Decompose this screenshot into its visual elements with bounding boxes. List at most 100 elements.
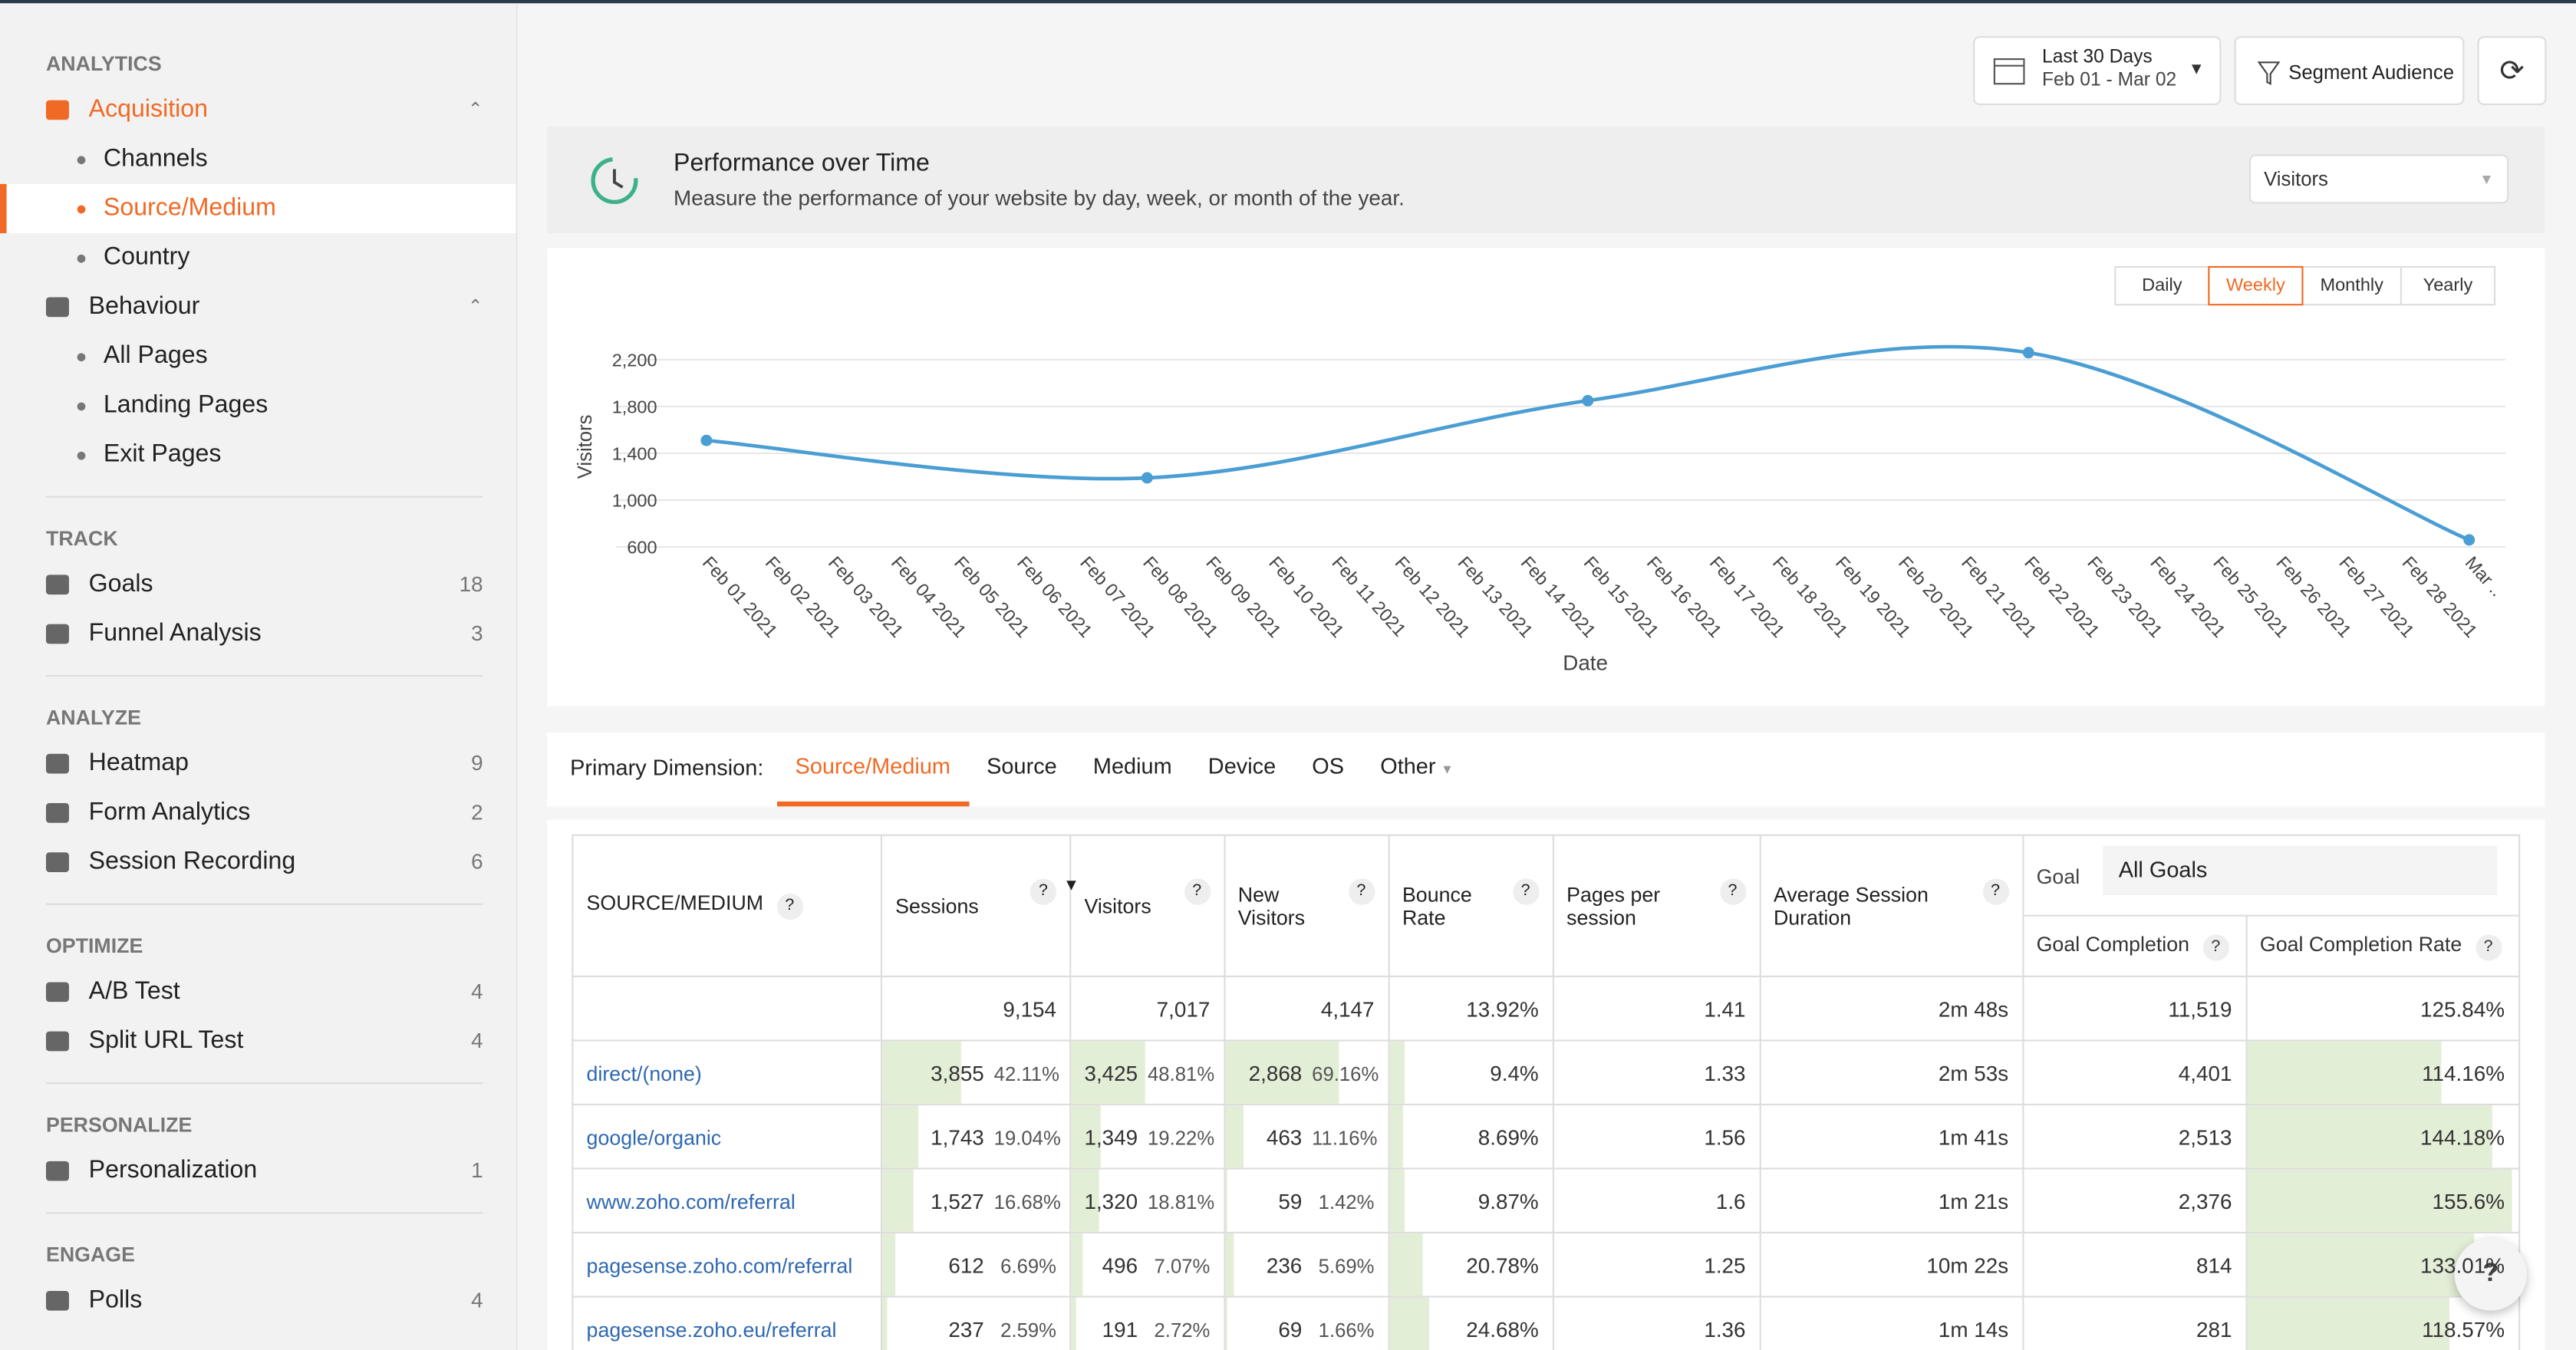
cell-value: 4,401 <box>2179 1060 2232 1085</box>
cell: 1.25 <box>1553 1233 1760 1297</box>
nav-label: Funnel Analysis <box>89 619 262 647</box>
dimension-tab[interactable]: Medium <box>1075 733 1190 806</box>
nav-item[interactable]: Funnel Analysis3 <box>0 609 516 658</box>
help-wrap: ? <box>1499 876 1538 904</box>
column-header: Average Session Duration? <box>1760 835 2023 976</box>
date-picker[interactable]: Last 30 Days Feb 01 - Mar 02 ▼ <box>1973 36 2221 105</box>
nav-item[interactable]: Split URL Test4 <box>0 1016 516 1065</box>
source-link[interactable]: pagesense.zoho.eu/referral <box>587 1318 837 1341</box>
cell: 1.36 <box>1553 1296 1760 1350</box>
divider <box>46 1212 483 1213</box>
cell-value: 19.22% <box>1148 1126 1210 1149</box>
dimension-tab[interactable]: OS <box>1294 733 1362 806</box>
nav-item[interactable]: Form Analytics2 <box>0 789 516 838</box>
section-title: TRACK <box>0 517 516 560</box>
nav-child[interactable]: Landing Pages <box>0 381 516 430</box>
cell-bar <box>1389 1042 1405 1104</box>
cell-value: 8.69% <box>1478 1124 1539 1149</box>
nav-child[interactable]: Country <box>0 233 516 282</box>
dimension-label: Primary Dimension: <box>570 756 763 780</box>
cell-value: 1,527 <box>931 1188 984 1213</box>
cell: pagesense.zoho.com/referral <box>572 1233 881 1297</box>
dimension-tab[interactable]: Source <box>969 733 1076 806</box>
help-icon: ? <box>1184 878 1210 904</box>
period-button[interactable]: Weekly <box>2208 266 2303 305</box>
nav-item[interactable]: Behaviour⌃ <box>0 282 516 331</box>
nav-child[interactable]: Channels <box>0 135 516 184</box>
cell <box>572 976 881 1041</box>
cell-bar <box>1071 1233 1082 1296</box>
cell-value: 3,855 <box>931 1060 984 1085</box>
nav-child[interactable]: Source/Medium <box>0 184 516 233</box>
source-link[interactable]: www.zoho.com/referral <box>587 1190 796 1213</box>
cell-value: 1.6 <box>1716 1188 1746 1213</box>
goal-header: GoalAll Goals <box>2022 835 2518 916</box>
nav-item[interactable]: Polls4 <box>0 1276 516 1325</box>
nav-item[interactable]: Personalization1 <box>0 1147 516 1196</box>
dimension-tab[interactable]: Device <box>1190 733 1293 806</box>
total: 4,147 <box>1321 996 1375 1021</box>
metric-select[interactable]: Visitors▼ <box>2249 154 2508 203</box>
goal-select[interactable]: All Goals <box>2102 846 2496 895</box>
column-header: Bounce Rate? <box>1388 835 1553 976</box>
cell: 1.6 <box>1553 1168 1760 1233</box>
cell-value: 2,376 <box>2179 1188 2232 1213</box>
chart: Date Visitors 6001,0001,4001,8002,200Feb… <box>547 248 2545 706</box>
nav-item[interactable]: Acquisition⌃ <box>0 85 516 134</box>
cell-value: 19.04% <box>994 1126 1056 1149</box>
source-link[interactable]: direct/(none) <box>587 1062 702 1085</box>
date-range: Last 30 Days <box>2042 48 2153 68</box>
data-row: pagesense.zoho.eu/referral2372.59%1912.7… <box>572 1296 2518 1350</box>
filter-icon <box>2258 61 2281 85</box>
table-card: SOURCE/MEDIUM?Sessions?▼Visitors?New Vis… <box>547 819 2545 1350</box>
cell: direct/(none) <box>572 1040 881 1105</box>
divider <box>46 1082 483 1084</box>
nav-child[interactable]: Exit Pages <box>0 430 516 479</box>
segment-label: Segment Audience <box>2288 61 2454 84</box>
refresh-button[interactable]: ⟳ <box>2478 36 2547 105</box>
cell-value: 7.07% <box>1148 1254 1210 1277</box>
section-title: OPTIMIZE <box>0 924 516 967</box>
nav-icon <box>46 1032 69 1052</box>
cell-bar <box>1225 1170 1227 1232</box>
cell-value: 9.87% <box>1478 1188 1539 1213</box>
nav-item[interactable]: Heatmap9 <box>0 739 516 789</box>
nav-child[interactable]: All Pages <box>0 332 516 381</box>
segment-button[interactable]: Segment Audience <box>2235 36 2465 105</box>
total: 9,154 <box>1003 996 1056 1021</box>
sort-caret: ▼ <box>1063 876 1079 894</box>
header-text: SOURCE/MEDIUM <box>587 892 764 915</box>
dimension-tab[interactable]: Source/Medium <box>777 733 969 806</box>
cell-value: 118.57% <box>2422 1316 2505 1341</box>
source-link[interactable]: google/organic <box>587 1126 722 1149</box>
cell-bar <box>1071 1298 1075 1350</box>
y-tick-label: 1,800 <box>612 397 657 417</box>
dimension-tab[interactable]: Other▼ <box>1362 733 1472 806</box>
metric-label: Visitors <box>2264 167 2328 190</box>
nav-item[interactable]: Goals18 <box>0 560 516 609</box>
cell: 3,42548.81% <box>1070 1040 1224 1105</box>
collapse-caret: ⌃ <box>468 282 483 331</box>
cell: www.zoho.com/referral <box>572 1168 881 1233</box>
help-icon: ? <box>1719 878 1745 904</box>
nav-item[interactable]: Session Recording6 <box>0 838 516 887</box>
cell-value: 16.68% <box>994 1190 1056 1213</box>
point <box>1582 395 1593 407</box>
nav-count: 2 <box>471 789 483 838</box>
nav-item[interactable]: A/B Test4 <box>0 967 516 1016</box>
cell-value: 2.59% <box>994 1318 1056 1341</box>
caret: ▼ <box>2189 61 2205 79</box>
cell-bar <box>1389 1105 1404 1167</box>
y-tick-label: 600 <box>627 538 657 558</box>
total-cell: 13.92% <box>1388 976 1553 1041</box>
cell-value: 1.33 <box>1704 1060 1745 1085</box>
help-wrap: ? <box>763 892 802 915</box>
total-cell: 1.41 <box>1553 976 1760 1041</box>
help-wrap: ? <box>1706 876 1745 904</box>
nav-icon <box>46 852 69 872</box>
cell: 20.78% <box>1388 1233 1553 1297</box>
performance-header: Performance over Time Measure the perfor… <box>547 127 2545 233</box>
cell-value: 114.16% <box>2422 1060 2505 1085</box>
nav-count: 18 <box>460 560 483 609</box>
source-link[interactable]: pagesense.zoho.com/referral <box>587 1254 853 1277</box>
